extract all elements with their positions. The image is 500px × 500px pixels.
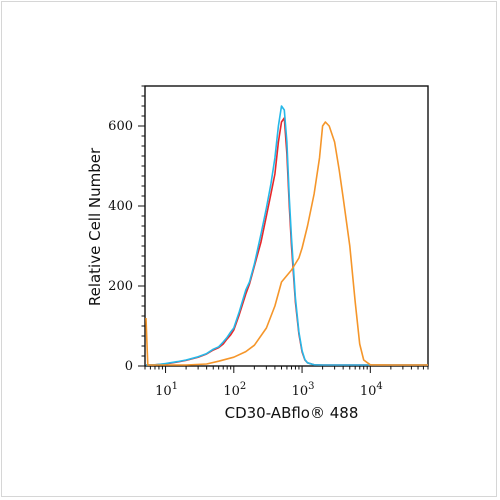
y-tick-label: 0	[125, 359, 133, 374]
x-tick-label-exponent: 1	[172, 381, 178, 392]
x-tick-label-exponent: 3	[308, 381, 314, 392]
x-tick-label-exponent: 2	[240, 381, 246, 392]
y-axis-label: Relative Cell Number	[86, 147, 104, 306]
x-tick-label: 101	[155, 381, 178, 399]
y-tick-label: 600	[108, 119, 133, 134]
y-tick-label: 200	[108, 279, 133, 294]
series-line-2	[146, 105, 428, 366]
x-axis-label: CD30-ABflo® 488	[225, 404, 359, 422]
x-tick-label-base: 10	[292, 384, 309, 399]
x-tick-label-exponent: 4	[376, 381, 382, 392]
x-tick-label: 102	[223, 381, 246, 399]
x-tick-label-base: 10	[155, 384, 172, 399]
series-group	[145, 105, 428, 366]
x-tick-label-base: 10	[360, 384, 377, 399]
x-tick-label: 104	[360, 381, 383, 399]
series-line-3	[145, 121, 428, 366]
x-tick-label: 103	[292, 381, 315, 399]
x-tick-label-base: 10	[223, 384, 240, 399]
y-tick-label: 400	[108, 199, 133, 214]
